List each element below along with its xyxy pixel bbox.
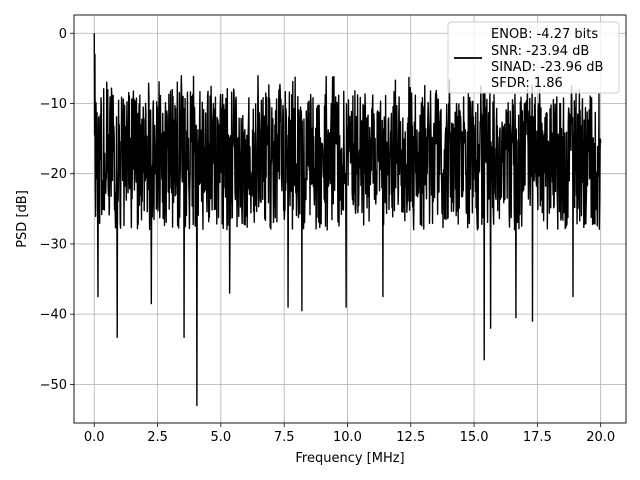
legend-line-enob: ENOB: -4.27 bits [491,27,598,42]
y-tick-label: −30 [40,237,67,252]
y-tick-label: −50 [40,378,67,393]
legend-line-snr: SNR: -23.94 dB [491,44,589,59]
legend-line-sinad: SINAD: -23.96 dB [491,60,603,75]
y-tick-label: −20 [40,167,67,182]
x-axis-label: Frequency [MHz] [295,451,404,466]
x-tick-label: 2.5 [147,430,168,445]
x-tick-label: 12.5 [396,430,425,445]
legend-box [447,21,620,94]
x-tick-label: 7.5 [274,430,295,445]
x-tick-label: 20.0 [586,430,615,445]
y-axis-label: PSD [dB] [15,190,30,248]
legend: ENOB: -4.27 bits SNR: -23.94 dB SINAD: -… [447,21,620,94]
x-tick-label: 15.0 [460,430,489,445]
x-tick-label: 10.0 [333,430,362,445]
x-tick-label: 0.0 [84,430,105,445]
legend-line-sfdr: SFDR: 1.86 [491,76,563,91]
series-psd [93,33,602,407]
axis-ticks: 0.0 2.5 5.0 7.5 10.0 12.5 15.0 17.5 20.0 0 −10 −20 −… [40,27,616,445]
series-line [93,33,602,407]
plot-frame [73,14,627,424]
y-tick-label: 0 [59,27,67,42]
y-tick-label: −40 [40,308,67,323]
y-tick-label: −10 [40,97,67,112]
x-tick-label: 17.5 [523,430,552,445]
x-tick-label: 5.0 [211,430,232,445]
